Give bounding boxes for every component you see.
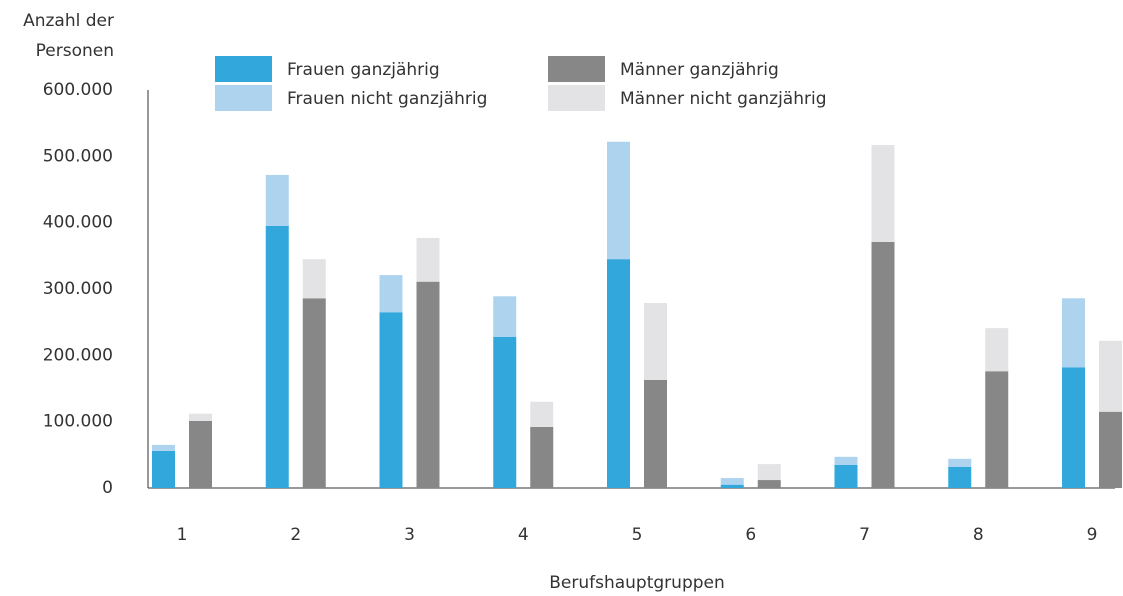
y-tick-label: 400.000	[43, 213, 113, 233]
bar-segment	[985, 328, 1009, 372]
bar-segment	[265, 225, 289, 488]
bar-segment	[985, 371, 1009, 488]
bar-segment	[757, 464, 781, 481]
bar-segment	[379, 312, 403, 488]
bar-segment	[948, 466, 972, 488]
legend-label: Männer nicht ganzjährig	[620, 89, 827, 109]
legend-swatch	[548, 85, 605, 111]
bar-segment	[493, 336, 517, 488]
x-axis-label: Berufshauptgruppen	[549, 573, 725, 593]
bar-segment	[1062, 298, 1085, 368]
bar-segment	[416, 281, 440, 488]
x-tick-label: 9	[1087, 525, 1098, 545]
y-tick-label: 100.000	[43, 412, 113, 432]
x-tick-label: 4	[518, 525, 529, 545]
x-tick-label: 6	[745, 525, 756, 545]
bar-segment	[607, 259, 630, 488]
y-tick-label: 200.000	[43, 345, 113, 365]
bar-segment	[720, 484, 744, 488]
legend-swatch	[548, 56, 605, 82]
legend-label: Frauen nicht ganzjährig	[287, 89, 487, 109]
bar-segment	[302, 298, 326, 488]
bar-segment	[493, 296, 517, 337]
y-tick-label: 0	[102, 478, 113, 498]
bar-segment	[871, 241, 895, 488]
x-tick-label: 8	[973, 525, 984, 545]
y-tick-label: 500.000	[43, 146, 113, 166]
x-tick-label: 5	[632, 525, 643, 545]
legend-label: Frauen ganzjährig	[287, 60, 440, 80]
bar-segment	[189, 421, 212, 488]
bar-segment	[607, 141, 630, 260]
bar-segment	[1062, 367, 1085, 488]
x-tick-label: 3	[404, 525, 415, 545]
legend-swatch	[215, 56, 272, 82]
bar-segment	[757, 480, 781, 488]
bar-segment	[834, 464, 858, 488]
x-tick-label: 2	[290, 525, 301, 545]
bar-segment	[530, 401, 554, 427]
bar-segment	[1099, 411, 1122, 488]
bar-segment	[189, 413, 212, 422]
bar-segment	[152, 444, 175, 451]
bar-segment	[379, 275, 403, 313]
bar-segment	[416, 237, 440, 282]
y-tick-label: 600.000	[43, 80, 113, 100]
bar-segment	[644, 379, 667, 488]
legend-label: Männer ganzjährig	[620, 60, 779, 80]
x-tick-label: 7	[859, 525, 870, 545]
bar-segment	[152, 450, 175, 488]
bar-segment	[720, 478, 744, 485]
bar-segment	[644, 302, 667, 380]
bar-segment	[834, 456, 858, 465]
bar-segment	[265, 174, 289, 226]
legend-swatch	[215, 85, 272, 111]
bar-segment	[1099, 340, 1122, 412]
bar-segment	[302, 259, 326, 299]
y-axis-label: Anzahl der Personen	[23, 11, 114, 61]
bar-segment	[530, 426, 554, 488]
x-tick-label: 1	[177, 525, 188, 545]
bar-segment	[948, 458, 972, 467]
bar-segment	[871, 145, 895, 242]
y-tick-label: 300.000	[43, 279, 113, 299]
